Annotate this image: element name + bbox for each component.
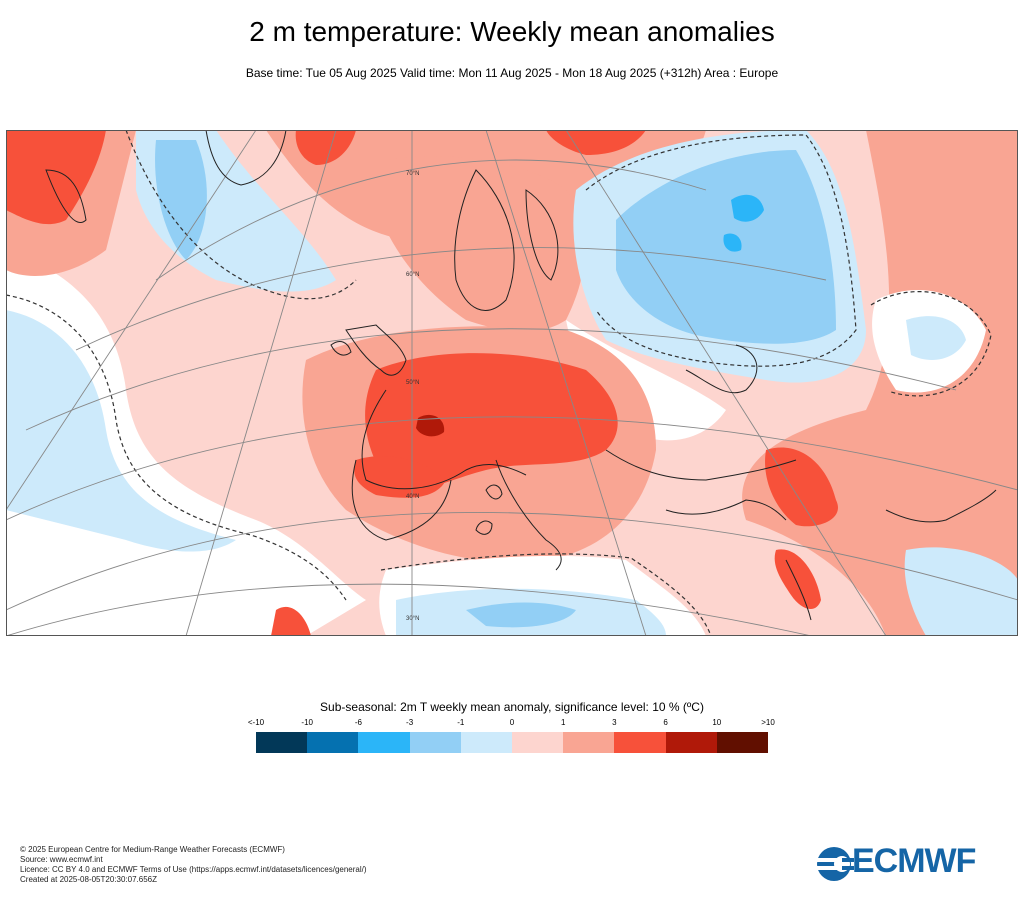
chart-subtitle: Base time: Tue 05 Aug 2025 Valid time: M… — [245, 66, 779, 80]
legend-tick-label: -10 — [301, 718, 313, 727]
cold-region-russia-center-2 — [723, 233, 742, 252]
lat-label-60: 60°N — [406, 272, 419, 278]
warm-region-greenland-core — [6, 130, 106, 225]
legend-color-swatch — [256, 732, 308, 753]
footer-licence: Licence: CC BY 4.0 and ECMWF Terms of Us… — [20, 865, 367, 874]
legend-tick-label: -1 — [457, 718, 465, 727]
legend-tick-label: -3 — [406, 718, 414, 727]
legend-color-swatch — [358, 732, 410, 753]
footer-created: Created at 2025-08-05T20:30:07.656Z — [20, 875, 157, 884]
lat-label-70: 70°N — [406, 171, 419, 177]
legend-ticks: <-10 -10 -6 -3 -1 0 1 3 6 10 >10 — [248, 718, 775, 730]
legend-color-swatch — [665, 732, 717, 753]
legend-colorbar — [256, 732, 769, 753]
legend-tick-label: 0 — [509, 718, 515, 727]
anomaly-map: 70°N 60°N 50°N 40°N 30°N — [6, 130, 1018, 636]
legend-color-swatch — [716, 732, 769, 753]
ecmwf-logo-text: ECMWF — [852, 842, 976, 880]
coastlines — [45, 130, 997, 621]
significance-contour-mediterranean — [380, 553, 712, 636]
lat-label-40: 40°N — [406, 494, 419, 500]
legend-tick-label: 3 — [612, 718, 617, 727]
footer-source: Source: www.ecmwf.int — [20, 855, 103, 864]
neutral-region-atlantic — [6, 250, 366, 636]
cool-region-mediterranean-core — [466, 602, 576, 628]
legend-color-swatch — [512, 732, 564, 753]
cool-region-greenland-sea-core — [155, 140, 207, 260]
footer-copyright: © 2025 European Centre for Medium-Range … — [20, 845, 285, 854]
legend-tick-label: 6 — [663, 718, 668, 727]
lat-label-30: 30°N — [406, 616, 419, 622]
hot-region-africa — [271, 606, 311, 636]
significance-contour-russia — [585, 134, 857, 367]
cold-region-russia-center — [731, 194, 764, 222]
warm-region-svalbard — [295, 130, 356, 165]
chart-title: 2 m temperature: Weekly mean anomalies — [249, 16, 775, 47]
extreme-region-france — [416, 414, 445, 437]
hot-region-turkey — [765, 447, 838, 527]
map-frame — [6, 130, 1018, 636]
graticule — [6, 130, 1018, 636]
legend-color-swatch — [409, 732, 461, 753]
hot-region-central-europe — [365, 353, 618, 489]
legend-tick-label: 1 — [560, 718, 566, 727]
significance-contour-atlantic — [6, 294, 347, 601]
legend-tick-label: <-10 — [247, 718, 265, 727]
legend-color-swatch — [614, 732, 666, 753]
legend-color-swatch — [460, 732, 513, 753]
cool-region-atlantic-south — [46, 460, 156, 515]
legend-tick-label: >10 — [761, 718, 775, 727]
legend-tick-label: 10 — [712, 718, 722, 727]
hot-region-levant — [774, 549, 821, 610]
ecmwf-logo-icon — [816, 847, 854, 881]
warm-region-scandinavia — [386, 156, 585, 332]
significance-contour-east — [870, 291, 992, 397]
footer-credits: © 2025 European Centre for Medium-Range … — [20, 845, 367, 885]
significance-contour-greenland — [125, 130, 357, 300]
legend-color-swatch — [563, 732, 615, 753]
warm-region-barents-core — [546, 130, 646, 155]
cool-region-caspian — [906, 316, 966, 360]
latitude-labels: 70°N 60°N 50°N 40°N 30°N — [406, 171, 419, 622]
legend-tick-label: -6 — [354, 718, 362, 727]
legend-title: Sub-seasonal: 2m T weekly mean anomaly, … — [320, 700, 704, 714]
lat-label-50: 50°N — [406, 380, 419, 386]
cool-region-caucasus — [904, 547, 1018, 636]
legend-color-swatch — [307, 732, 359, 753]
